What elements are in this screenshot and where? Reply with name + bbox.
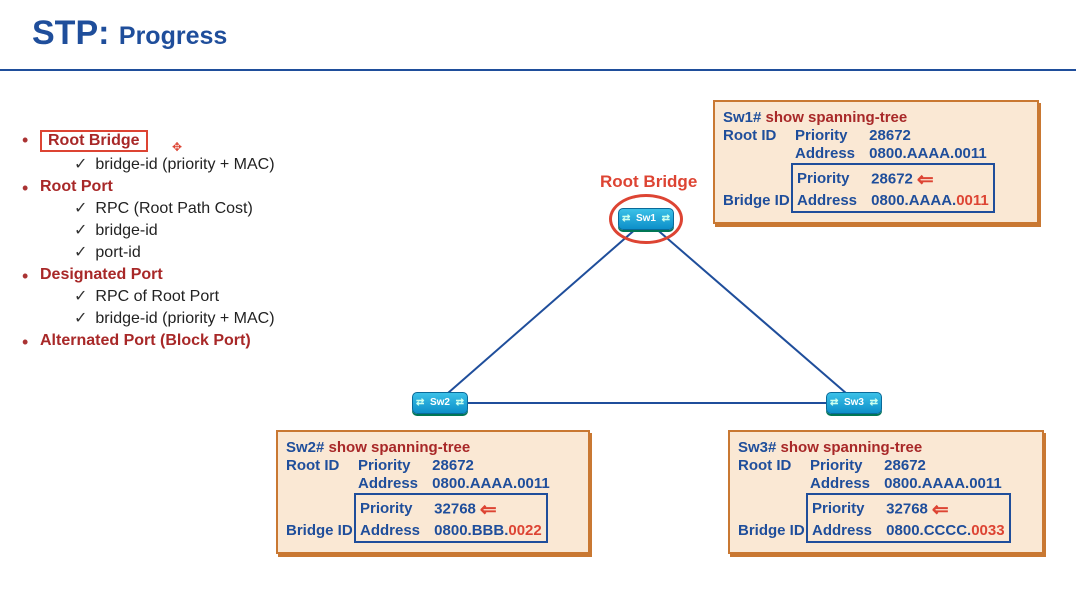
switch-sw2: Sw2 [412, 392, 468, 414]
table-sw1: Sw1# show spanning-tree Root IDPriority … [713, 100, 1039, 224]
priority-label: Priority [810, 457, 880, 474]
prompt: Sw3# [738, 439, 776, 456]
command: show spanning-tree [329, 439, 471, 456]
root-priority: 28672 [432, 457, 474, 474]
priority-label: Priority [812, 500, 882, 517]
switch-sw1: Sw1 [618, 208, 674, 230]
priority-label: Priority [358, 457, 428, 474]
title-sub: Progress [119, 22, 227, 50]
bridge-address-pre: 0800.BBB. [434, 522, 508, 539]
root-address: 0800.AAAA.0011 [869, 145, 987, 162]
bullet-sub: RPC of Root Port [74, 286, 348, 306]
bullet-root-bridge: Root Bridge [40, 130, 148, 152]
root-address: 0800.AAAA.0011 [884, 475, 1002, 492]
bullet-sub: bridge-id (priority + MAC) [74, 154, 348, 174]
bullet-alternated-port: Alternated Port (Block Port) [40, 332, 251, 349]
table-sw3: Sw3# show spanning-tree Root IDPriority … [728, 430, 1044, 554]
bullet-sub: bridge-id [74, 220, 348, 240]
root-priority: 28672 [884, 457, 926, 474]
address-label: Address [358, 475, 428, 492]
bridge-priority: 28672 [871, 170, 913, 187]
root-id-label: Root ID [723, 127, 795, 144]
bridge-id-label: Bridge ID [286, 522, 358, 539]
bullet-root-port: Root Port [40, 178, 113, 195]
address-label: Address [810, 475, 880, 492]
link-sw1-sw2 [440, 220, 646, 400]
command: show spanning-tree [766, 109, 908, 126]
prompt: Sw2# [286, 439, 324, 456]
bridge-address-hl: 0022 [508, 522, 541, 539]
bullet-sub: bridge-id (priority + MAC) [74, 308, 348, 328]
priority-label: Priority [360, 500, 430, 517]
root-priority: 28672 [869, 127, 911, 144]
bridge-address-hl: 0033 [971, 522, 1004, 539]
bridge-id-label: Bridge ID [723, 192, 795, 209]
bridge-id-label: Bridge ID [738, 522, 810, 539]
bridge-address-pre: 0800.AAAA. [871, 192, 956, 209]
prompt: Sw1# [723, 109, 761, 126]
root-bridge-label: Root Bridge [600, 172, 697, 192]
arrow-left-icon: ⇐ [480, 497, 497, 522]
priority-label: Priority [795, 127, 865, 144]
root-id-label: Root ID [738, 457, 810, 474]
switch-sw3: Sw3 [826, 392, 882, 414]
address-label: Address [360, 522, 430, 539]
arrow-left-icon: ⇐ [917, 167, 934, 192]
root-id-label: Root ID [286, 457, 358, 474]
link-sw1-sw3 [646, 220, 854, 400]
priority-label: Priority [797, 170, 867, 187]
network-diagram: Root Bridge Sw1 Sw2 Sw3 Sw1# show spanni… [340, 100, 1070, 580]
table-sw2: Sw2# show spanning-tree Root IDPriority … [276, 430, 590, 554]
title-prefix: STP: [32, 14, 109, 52]
bridge-address-pre: 0800.CCCC. [886, 522, 971, 539]
command: show spanning-tree [781, 439, 923, 456]
address-label: Address [812, 522, 882, 539]
bridge-address-hl: 0011 [956, 192, 989, 209]
address-label: Address [797, 192, 867, 209]
bullet-sub: port-id [74, 242, 348, 262]
root-address: 0800.AAAA.0011 [432, 475, 550, 492]
address-label: Address [795, 145, 865, 162]
title-rule [0, 69, 1076, 71]
bridge-priority: 32768 [886, 500, 928, 517]
bullet-sub: RPC (Root Path Cost) [74, 198, 348, 218]
cursor-icon: ✥ [172, 140, 182, 154]
arrow-left-icon: ⇐ [932, 497, 949, 522]
bullet-designated-port: Designated Port [40, 266, 163, 283]
page-title: STP: Progress [0, 0, 1076, 63]
bridge-priority: 32768 [434, 500, 476, 517]
bullet-list: Root Bridge bridge-id (priority + MAC) R… [18, 130, 348, 354]
